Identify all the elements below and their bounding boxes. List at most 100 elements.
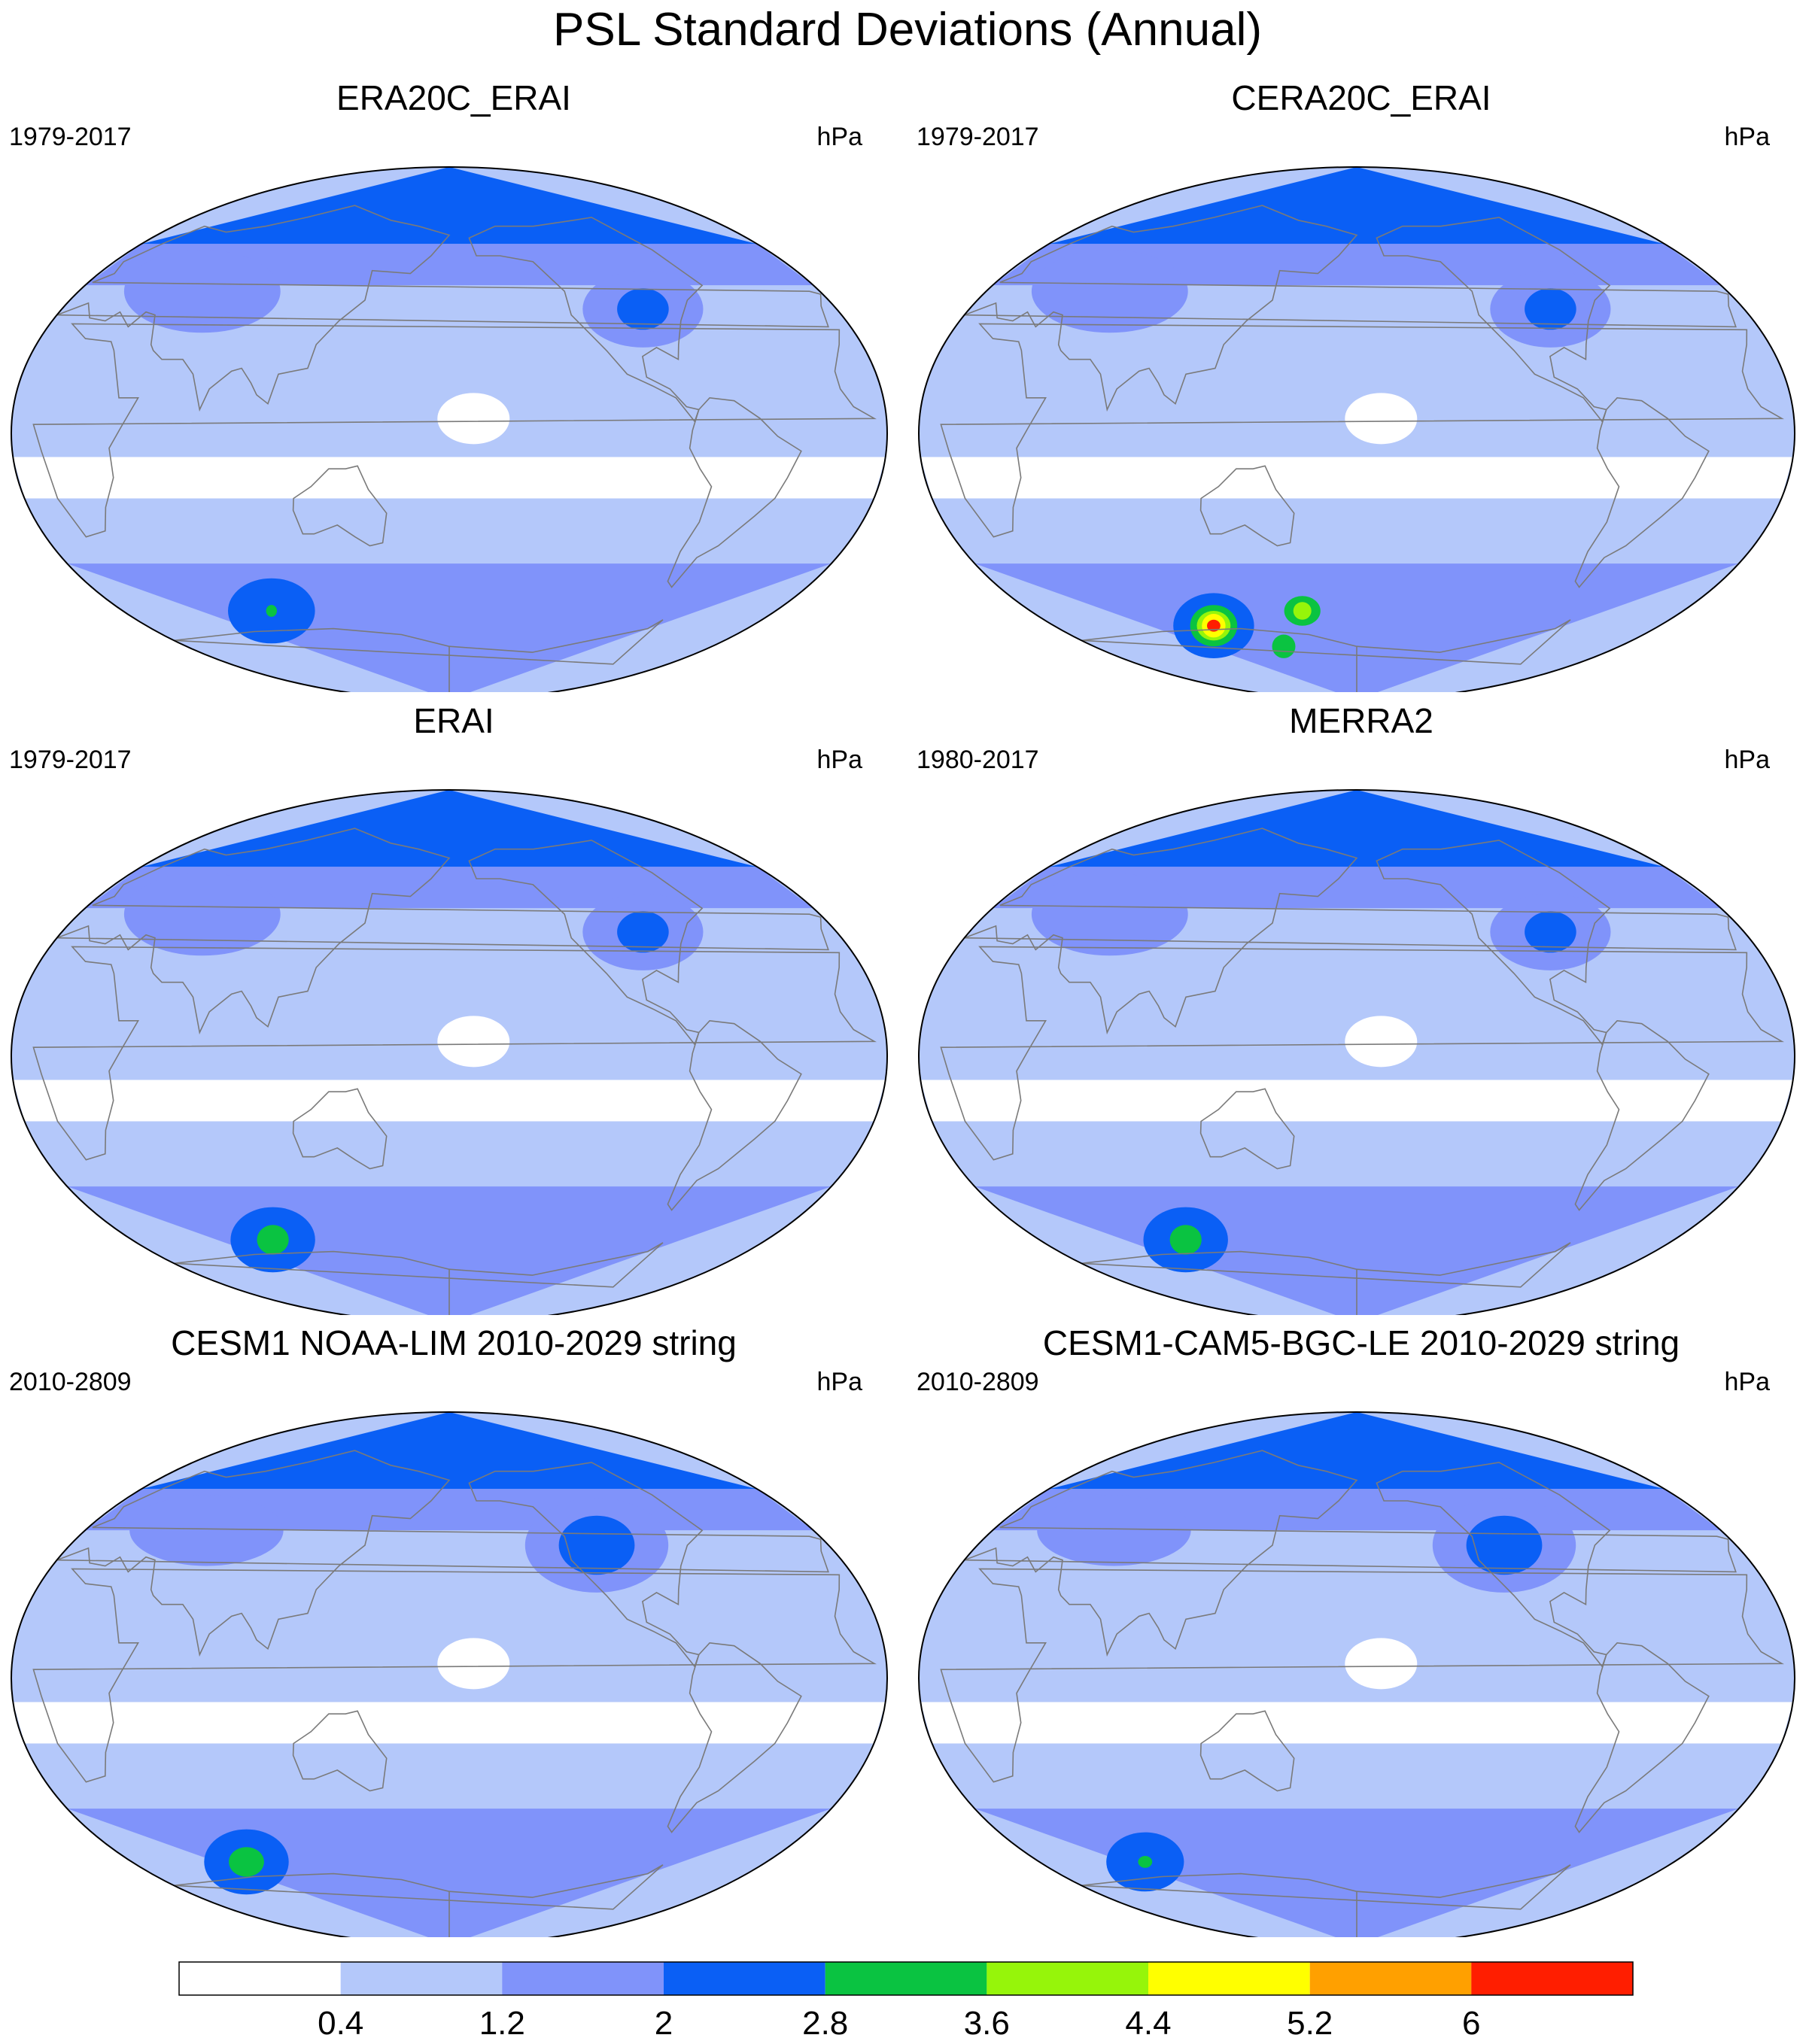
coastline (1199, 465, 1295, 547)
contour-blob (1525, 288, 1576, 330)
colorbar-tick-label: 1.2 (479, 2005, 525, 2042)
contour-blob (123, 250, 281, 333)
coastline (667, 1019, 802, 1211)
map-field (11, 167, 887, 692)
colorbar-tick-label: 6 (1462, 2005, 1480, 2042)
coastline (940, 323, 1784, 538)
contour-low-patch (437, 1638, 510, 1690)
coastline (174, 1864, 664, 1937)
panel-title: CERA20C_ERAI (1231, 78, 1491, 117)
colorbar-swatch (340, 1962, 503, 1995)
contour-blob (1466, 1515, 1543, 1575)
contour-band (932, 498, 1782, 564)
map-panel: MERRA2 1980-2017 hPa (908, 698, 1815, 1315)
panel-units: hPa (816, 123, 863, 151)
panel-units: hPa (1724, 123, 1771, 151)
coastline (964, 1450, 1737, 1657)
contour-band (920, 1080, 1793, 1122)
panel-title: CESM1-CAM5-BGC-LE 2010-2029 string (1042, 1323, 1680, 1362)
contour-low-patch (437, 393, 510, 445)
map-panel: CERA20C_ERAI 1979-2017 hPa (908, 75, 1815, 692)
panel-title: ERAI (413, 701, 494, 740)
panel-units: hPa (816, 746, 863, 774)
coastline (32, 1568, 877, 1783)
contour-blob (617, 288, 669, 330)
colorbar-tick-label: 2.8 (802, 2005, 848, 2042)
contour-band (141, 167, 758, 244)
contour-blob (1037, 1495, 1191, 1566)
contour-blob (1031, 250, 1188, 333)
contour-low-patch (1345, 393, 1418, 445)
coastline (940, 946, 1784, 1161)
colorbar-swatch (1471, 1962, 1633, 1995)
colorbar-swatch (825, 1962, 987, 1995)
contour-blob (129, 1495, 284, 1566)
panel-title: MERRA2 (1289, 701, 1433, 740)
contour-blob (1169, 1225, 1202, 1255)
contour-low-patch (437, 1016, 510, 1068)
contour-band (141, 790, 758, 867)
coastline (32, 323, 877, 538)
map-border (11, 1411, 888, 1937)
contour-band (13, 1080, 886, 1122)
coastline (1574, 396, 1710, 588)
coastline (292, 1088, 388, 1170)
coastline (1376, 1462, 1611, 1668)
contour-blob (1525, 911, 1576, 953)
contour-band (13, 1702, 886, 1744)
contour-band (1048, 1412, 1665, 1490)
map-field (919, 790, 1795, 1315)
contour-low-patch (1345, 1638, 1418, 1690)
colorbar-swatch (987, 1962, 1148, 1995)
coastline (1081, 1242, 1571, 1315)
panel-title: ERA20C_ERAI (336, 78, 571, 117)
coastline (1574, 1642, 1710, 1833)
figure-title: PSL Standard Deviations (Annual) (552, 4, 1263, 56)
colorbar-tick-label: 3.6 (964, 2005, 1010, 2042)
panel-years: 1980-2017 (917, 746, 1039, 774)
contour-blob (1293, 602, 1312, 620)
map-border (918, 789, 1795, 1315)
contour-blob (1031, 873, 1188, 956)
contour-band (932, 1743, 1782, 1809)
coastline (667, 396, 802, 588)
coastline (1199, 1710, 1295, 1792)
map-panel: ERAI 1979-2017 hPa (0, 698, 908, 1315)
map-svg (11, 166, 888, 692)
contour-low-patch (1345, 1016, 1418, 1068)
map-border (11, 166, 888, 692)
map-border (918, 166, 1795, 692)
colorbar-swatch (664, 1962, 825, 1995)
contour-blob (123, 873, 281, 956)
contour-band (932, 1121, 1782, 1187)
colorbar-tick-label: 4.4 (1125, 2005, 1171, 2042)
colorbar-swatch (179, 1962, 341, 1995)
contour-blob (229, 1847, 264, 1877)
map-border (918, 1411, 1795, 1937)
coastline (468, 217, 704, 423)
map-svg (11, 789, 888, 1315)
map-field (11, 790, 887, 1315)
coastline (174, 1242, 664, 1315)
contour-band (974, 563, 1739, 692)
map-panel: CESM1-CAM5-BGC-LE 2010-2029 string 2010-… (908, 1320, 1815, 1937)
coastline (56, 828, 829, 1035)
coastline (468, 840, 704, 1046)
map-svg (918, 789, 1795, 1315)
colorbar-tick-label: 5.2 (1287, 2005, 1333, 2042)
panel-years: 1979-2017 (9, 746, 132, 774)
map-svg (918, 166, 1795, 692)
coastline (964, 205, 1737, 412)
contour-blob (1207, 619, 1221, 632)
panel-units: hPa (816, 1368, 863, 1396)
map-panel: CESM1 NOAA-LIM 2010-2029 string 2010-280… (0, 1320, 908, 1937)
coastline (1574, 1019, 1710, 1211)
contour-blob (1138, 1856, 1153, 1868)
coastline (292, 465, 388, 547)
map-field (11, 1412, 887, 1937)
coastline (292, 1710, 388, 1792)
contour-blob (558, 1515, 635, 1575)
contour-blob (617, 911, 669, 953)
coastline (667, 1642, 802, 1833)
contour-blob (266, 605, 277, 617)
